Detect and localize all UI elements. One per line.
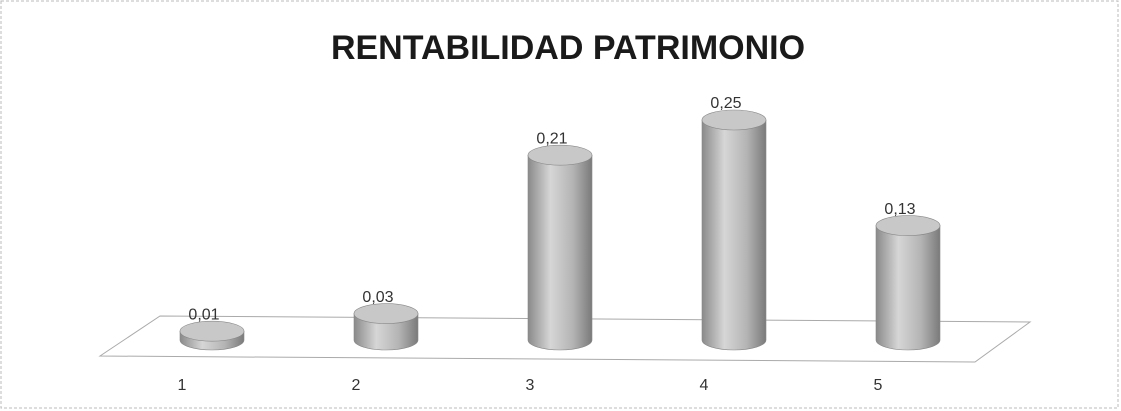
cylinder-top: [179, 320, 245, 342]
x-tick-label: 5: [874, 377, 883, 394]
cylinder-top: [527, 144, 593, 166]
data-label: 0,21: [536, 130, 567, 147]
data-label: 0,03: [362, 289, 393, 306]
chart-title: RENTABILIDAD PATRIMONIO: [331, 29, 805, 67]
floor: [98, 315, 1032, 363]
x-tick-label: 3: [526, 377, 535, 394]
cylinder-top: [701, 109, 767, 131]
x-tick-label: 4: [700, 377, 709, 394]
cylinder-top: [875, 215, 941, 236]
data-label: 0,01: [188, 306, 219, 323]
data-label: 0,25: [710, 95, 741, 112]
x-tick-label: 1: [178, 377, 187, 394]
cylinder-body: [353, 313, 419, 351]
cylinder-top: [353, 303, 419, 324]
x-tick-label: 2: [352, 377, 361, 394]
cylinder-body: [701, 119, 767, 351]
cylinder-body: [875, 225, 941, 351]
cylinder-body: [527, 154, 593, 351]
data-label: 0,13: [884, 201, 915, 218]
